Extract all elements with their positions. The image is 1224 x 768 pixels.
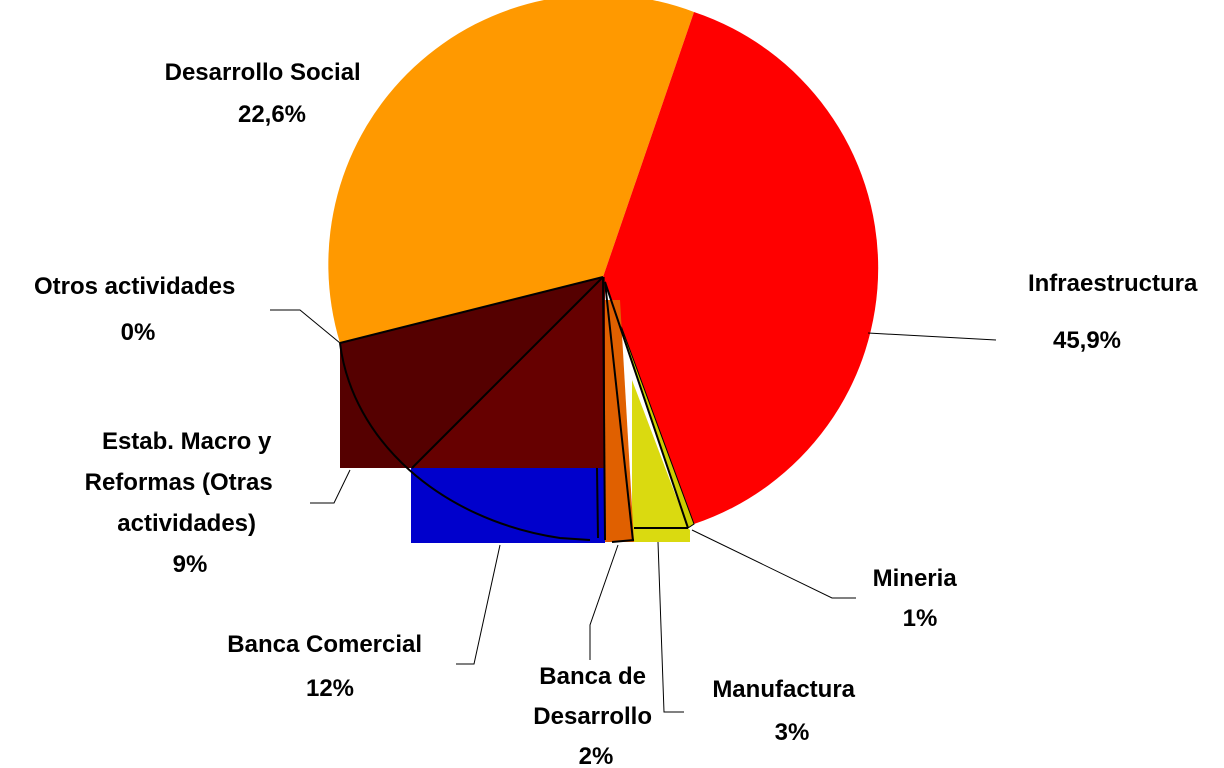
slice-desarrollo-social xyxy=(328,0,694,343)
label-banca-comercial: Banca Comercial 12% xyxy=(227,631,428,702)
label-infraestructura: Infraestructura 45,9% xyxy=(1028,270,1204,354)
slice-manufactura xyxy=(632,380,690,542)
leader-lines xyxy=(270,309,997,713)
label-manufactura-value: 3% xyxy=(775,719,810,746)
label-mineria-value: 1% xyxy=(903,605,938,632)
label-infraestructura-value: 45,9% xyxy=(1053,327,1121,354)
leader-banca-comercial xyxy=(456,544,501,665)
label-manufactura: Manufactura 3% xyxy=(712,676,861,746)
label-banca-de-desarrollo-line1: Banca de xyxy=(539,663,646,690)
label-otros-actividades-value: 0% xyxy=(121,319,156,346)
label-otros-actividades-name: Otros actividades xyxy=(34,273,235,300)
label-banca-de-desarrollo: Banca de Desarrollo 2% xyxy=(533,663,658,768)
label-banca-de-desarrollo-line2: Desarrollo xyxy=(533,703,652,730)
label-estab-macro-line2: Reformas (Otras xyxy=(85,469,273,496)
label-estab-macro-value: 9% xyxy=(173,551,208,578)
slice-otros-actividades xyxy=(340,277,603,468)
label-banca-comercial-name: Banca Comercial xyxy=(227,631,422,658)
label-manufactura-name: Manufactura xyxy=(712,676,855,703)
slice-outlines xyxy=(339,276,689,543)
slice-infraestructura xyxy=(603,12,879,524)
label-desarrollo-social-name: Desarrollo Social xyxy=(165,59,361,86)
label-banca-de-desarrollo-value: 2% xyxy=(579,743,614,768)
label-estab-macro: Estab. Macro y Reformas (Otras actividad… xyxy=(85,428,280,578)
leader-estab-macro xyxy=(310,469,351,504)
data-labels: Desarrollo Social 22,6% Infraestructura … xyxy=(34,59,1204,768)
label-desarrollo-social-value: 22,6% xyxy=(238,101,306,128)
slice-banca-comercial xyxy=(411,468,605,543)
label-mineria-name: Mineria xyxy=(873,565,958,592)
leader-otros xyxy=(270,309,341,344)
label-estab-macro-line3: actividades) xyxy=(117,510,256,537)
label-estab-macro-line1: Estab. Macro y xyxy=(102,428,272,455)
label-banca-comercial-value: 12% xyxy=(306,675,354,702)
label-desarrollo-social: Desarrollo Social 22,6% xyxy=(165,59,368,128)
pie-slices xyxy=(328,0,879,543)
leader-mineria xyxy=(691,529,856,599)
label-infraestructura-name: Infraestructura xyxy=(1028,270,1198,297)
label-otros-actividades: Otros actividades 0% xyxy=(34,273,242,346)
label-mineria: Mineria 1% xyxy=(873,565,964,632)
leader-banca-de-desarrollo xyxy=(589,544,619,660)
leader-infraestructura xyxy=(867,332,997,341)
leader-manufactura xyxy=(657,541,684,713)
